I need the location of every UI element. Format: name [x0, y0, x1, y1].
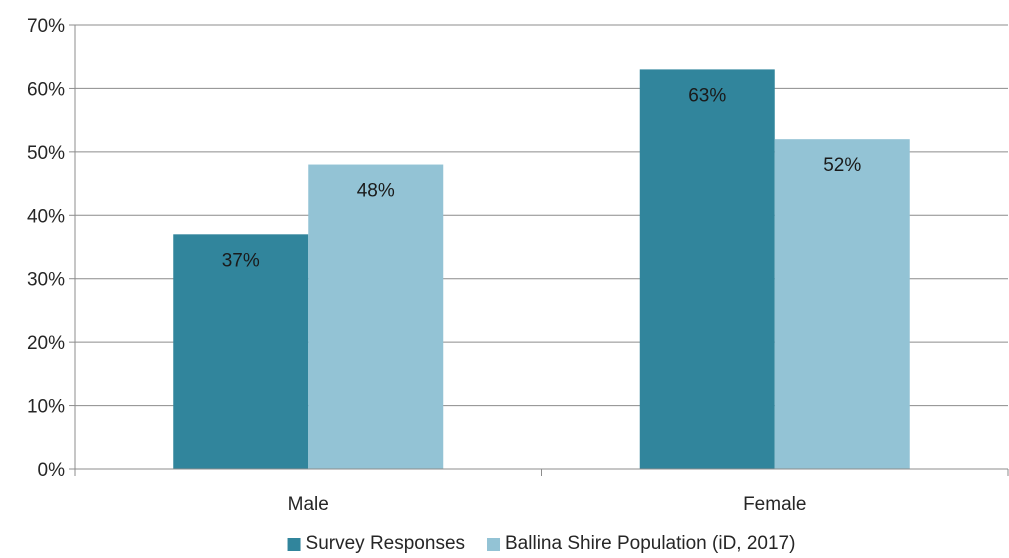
- legend-item: Ballina Shire Population (iD, 2017): [487, 533, 795, 554]
- bar-male-series-1: [173, 234, 309, 469]
- data-label: 63%: [688, 85, 726, 106]
- legend-label: Ballina Shire Population (iD, 2017): [505, 533, 795, 554]
- bar-female-series-1: [639, 69, 775, 470]
- y-tick-label: 50%: [27, 143, 65, 164]
- y-tick-label: 20%: [27, 333, 65, 354]
- y-axis: 0% 10% 20% 30% 40% 50% 60% 70%: [27, 16, 76, 481]
- legend-label: Survey Responses: [306, 533, 465, 554]
- y-tick-label: 0%: [38, 460, 66, 481]
- x-axis: Male Female: [74, 468, 1009, 515]
- legend-swatch: [487, 538, 501, 551]
- legend-item: Survey Responses: [287, 533, 465, 554]
- bar-male-series-2: [308, 164, 444, 470]
- data-label: 52%: [823, 155, 861, 176]
- y-tick-label: 70%: [27, 16, 65, 37]
- data-label: 37%: [222, 250, 260, 271]
- data-label: 48%: [357, 181, 395, 202]
- x-category-label: Male: [288, 494, 329, 515]
- bar-female-series-2: [774, 139, 910, 469]
- y-tick-label: 10%: [27, 397, 65, 418]
- legend: Survey Responses Ballina Shire Population…: [287, 533, 795, 554]
- bars: 37% 48% 63% 52%: [173, 69, 910, 470]
- x-category-label: Female: [743, 494, 806, 515]
- y-tick-label: 30%: [27, 270, 65, 291]
- y-tick-label: 60%: [27, 79, 65, 100]
- y-tick-label: 40%: [27, 206, 65, 227]
- legend-swatch: [287, 538, 301, 551]
